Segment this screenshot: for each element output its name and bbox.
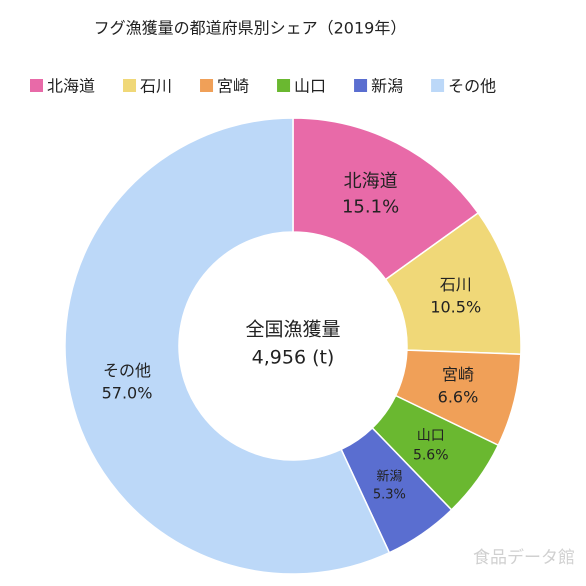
slice-value-label: 10.5%	[430, 298, 481, 317]
slice-label: その他	[103, 361, 151, 380]
legend-label: 新潟	[371, 77, 403, 96]
slice-label: 北海道	[344, 171, 398, 192]
slice-label: 山口	[417, 428, 445, 444]
slice-label: 新潟	[376, 468, 402, 484]
legend-swatch	[277, 79, 291, 92]
slice-label: 宮崎	[442, 365, 474, 384]
slice-value-label: 15.1%	[342, 196, 399, 217]
legend-label: 北海道	[47, 77, 95, 96]
legend-swatch	[200, 79, 214, 92]
center-label: 全国漁獲量	[245, 319, 340, 341]
slice	[64, 117, 391, 575]
slice-value-label: 5.3%	[373, 488, 406, 503]
legend-swatch	[30, 79, 43, 92]
chart-title: フグ漁獲量の都道府県別シェア（2019年）	[94, 19, 407, 38]
legend-swatch	[354, 79, 368, 92]
legend-label: 石川	[140, 77, 172, 96]
slice-value-label: 57.0%	[102, 383, 153, 402]
watermark: 食品データ館	[473, 547, 575, 568]
legend-swatch	[431, 79, 445, 92]
center-value: 4,956 (t)	[252, 347, 335, 369]
slice-label: 石川	[440, 275, 472, 294]
slice	[292, 117, 480, 281]
slice-value-label: 5.6%	[413, 447, 449, 463]
legend-swatch	[123, 79, 137, 92]
legend-label: その他	[448, 77, 496, 96]
slice-value-label: 6.6%	[438, 388, 479, 407]
legend-label: 山口	[294, 77, 326, 96]
legend-label: 宮崎	[217, 77, 249, 96]
